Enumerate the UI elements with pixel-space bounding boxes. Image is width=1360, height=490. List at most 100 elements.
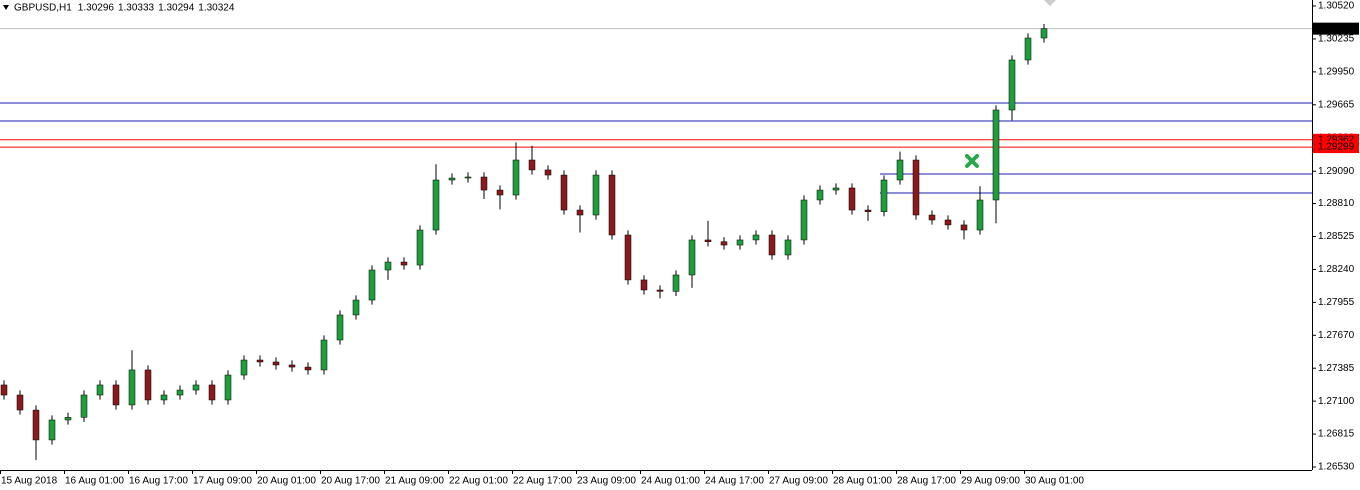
x-tick-label: 28 Aug 01:00 (833, 476, 892, 487)
x-tick-label: 15 Aug 2018 (1, 476, 58, 487)
symbol-title: GBPUSD,H1 (14, 3, 72, 14)
candle-body (736, 239, 744, 246)
last-price-box (1313, 22, 1359, 35)
x-tick-label: 24 Aug 17:00 (705, 476, 764, 487)
candle-body (1040, 28, 1048, 39)
x-tick-label: 28 Aug 17:00 (897, 476, 956, 487)
x-tick-label: 24 Aug 01:00 (641, 476, 700, 487)
price-label-box (1313, 141, 1359, 154)
y-tick-label: 1.28240 (1318, 264, 1355, 275)
last-price-label: 1.30324 (1318, 23, 1355, 34)
candle-body (416, 229, 424, 266)
candle-body (368, 269, 376, 301)
candle-body (944, 219, 952, 226)
y-tick-label: 1.26815 (1318, 429, 1355, 440)
candle-body (512, 159, 520, 196)
candle-body (320, 339, 328, 371)
candle-body (624, 234, 632, 281)
x-tick-label: 20 Aug 01:00 (257, 476, 316, 487)
candle-body (288, 364, 296, 368)
candle-body (272, 361, 280, 366)
y-tick-label: 1.29665 (1318, 99, 1355, 110)
candle-body (560, 174, 568, 211)
header-value: 1.30324 (198, 3, 235, 14)
candle-body (720, 241, 728, 246)
candle-body (528, 159, 536, 171)
candle-body (480, 176, 488, 191)
price-label: 1.29362 (1318, 134, 1355, 145)
header-arrow (3, 5, 9, 10)
candle-body (784, 239, 792, 256)
candle-body (544, 169, 552, 176)
candle-body (752, 234, 760, 241)
candle-body (48, 419, 56, 441)
y-tick-label: 1.27670 (1318, 330, 1355, 341)
candle-body (832, 187, 840, 191)
scroll-marker (1044, 0, 1056, 6)
candle-body (304, 366, 312, 371)
y-tick-label: 1.26530 (1318, 462, 1355, 473)
candle-body (864, 209, 872, 212)
header-value: 1.30333 (118, 3, 155, 14)
y-tick-label: 1.28525 (1318, 231, 1355, 242)
candle-body (128, 369, 136, 406)
candle-body (960, 224, 968, 231)
candle-body (1024, 37, 1032, 61)
candle-body (336, 314, 344, 341)
marker-stroke (965, 154, 979, 168)
candle-body (464, 176, 472, 179)
candle-body (816, 189, 824, 201)
candle-body (112, 384, 120, 406)
candle-body (768, 234, 776, 256)
candle-body (208, 384, 216, 401)
x-tick-label: 27 Aug 09:00 (769, 476, 828, 487)
candle-body (192, 384, 200, 391)
candle-body (800, 199, 808, 241)
trade-marker (965, 154, 979, 168)
x-tick-label: 22 Aug 01:00 (449, 476, 508, 487)
price-label: 1.29299 (1318, 142, 1355, 153)
candle-body (848, 187, 856, 211)
candle-body (496, 189, 504, 196)
candle-body (640, 279, 648, 291)
x-tick-label: 20 Aug 17:00 (321, 476, 380, 487)
candle-body (448, 177, 456, 181)
candle-body (256, 359, 264, 363)
header-value: 1.30294 (158, 3, 195, 14)
candle-body (576, 209, 584, 216)
candle-body (976, 199, 984, 231)
header: GBPUSD,H1 (3, 3, 72, 14)
candle-body (224, 374, 232, 401)
candle-body (592, 174, 600, 216)
x-tick-label: 23 Aug 09:00 (577, 476, 636, 487)
candle-body (1008, 59, 1016, 111)
candle-body (896, 159, 904, 181)
y-tick-label: 1.27385 (1318, 363, 1355, 374)
x-tick-label: 30 Aug 01:00 (1025, 476, 1084, 487)
x-tick-label: 21 Aug 09:00 (385, 476, 444, 487)
candle-body (992, 109, 1000, 201)
y-tick-label: 1.29950 (1318, 67, 1355, 78)
y-tick-label: 1.27100 (1318, 396, 1355, 407)
y-tick-label: 1.29090 (1318, 166, 1355, 177)
x-tick-label: 16 Aug 17:00 (129, 476, 188, 487)
candle-body (32, 409, 40, 441)
y-tick-label: 1.30520 (1318, 1, 1355, 12)
candle-body (160, 394, 168, 401)
candle-body (432, 179, 440, 231)
candle-body (672, 274, 680, 292)
candle-body (16, 394, 24, 411)
candle-body (400, 261, 408, 266)
y-tick-label: 1.27955 (1318, 297, 1355, 308)
candle-body (880, 179, 888, 212)
candle-body (144, 369, 152, 401)
candle-body (240, 359, 248, 376)
candle-body (0, 384, 8, 396)
candle-body (912, 159, 920, 216)
x-tick-label: 17 Aug 09:00 (193, 476, 252, 487)
candle-body (608, 174, 616, 236)
candle-body (64, 417, 72, 421)
candle-body (96, 384, 104, 396)
